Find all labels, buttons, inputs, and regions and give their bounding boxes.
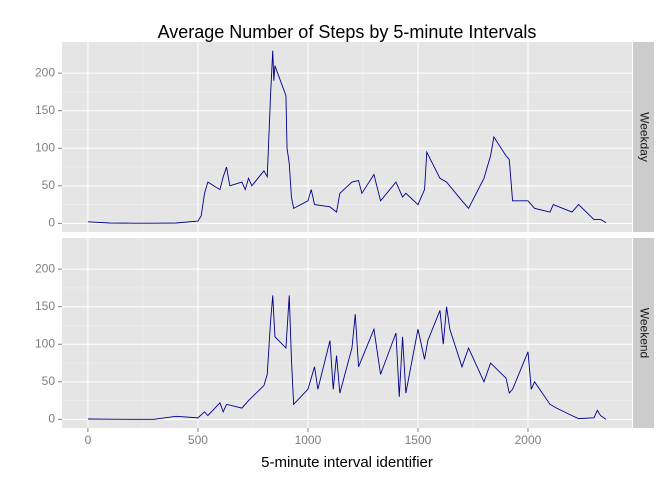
- y-tick-label: 0: [48, 216, 55, 230]
- chart-title: Average Number of Steps by 5-minute Inte…: [158, 22, 537, 42]
- y-tick-label: 150: [35, 299, 55, 313]
- strip-label: Weekend: [637, 308, 651, 358]
- line: [87, 50, 607, 224]
- y-tick-label: 50: [42, 178, 56, 192]
- x-tick-label: 500: [188, 433, 208, 447]
- y-tick-label: 100: [35, 336, 55, 350]
- x-axis-label: 5-minute interval identifier: [261, 454, 433, 471]
- line: [87, 295, 607, 420]
- y-tick-label: 150: [35, 103, 55, 117]
- strip-background: [633, 42, 654, 232]
- y-tick-label: 50: [42, 374, 56, 388]
- y-tick-label: 100: [35, 140, 55, 154]
- x-tick-label: 2000: [515, 433, 542, 447]
- strip-label: Weekday: [637, 112, 651, 162]
- x-tick-label: 1000: [295, 433, 322, 447]
- panel-background: [62, 42, 632, 232]
- x-tick-label: 1500: [405, 433, 432, 447]
- x-tick-label: 0: [85, 433, 92, 447]
- y-tick-label: 200: [35, 261, 55, 275]
- y-tick-label: 200: [35, 65, 55, 79]
- strip-background: [633, 238, 654, 428]
- panel-background: [62, 238, 632, 428]
- y-tick-label: 0: [48, 412, 55, 426]
